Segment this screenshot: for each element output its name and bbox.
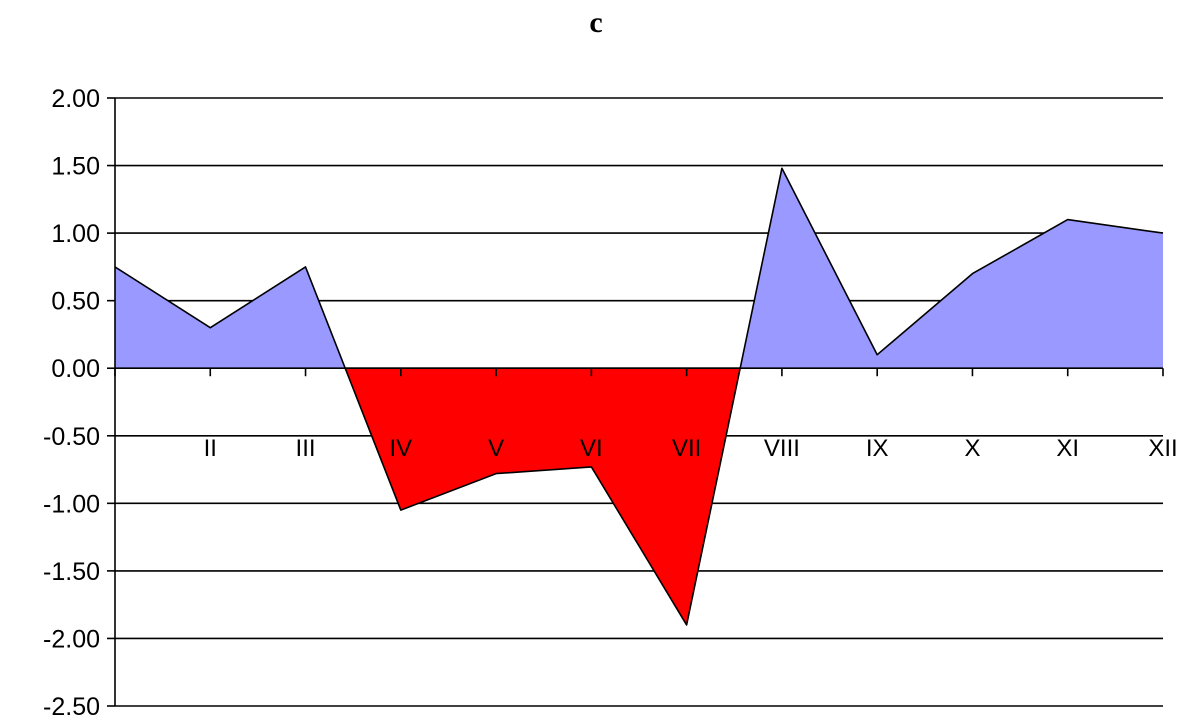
x-tick-label-III: III [296, 435, 316, 462]
y-axis-ticks: 2.00 1.50 1.00 0.50 0.00 -0.50 -1.00 -1.50 -2.00… [43, 85, 115, 721]
series-line [114, 167, 1164, 626]
y-tick-label-4: 0.00 [51, 355, 100, 383]
y-tick-label-9: -2.50 [43, 693, 100, 721]
chart-title: c [589, 6, 603, 39]
x-tick-label-X: X [964, 435, 980, 462]
data-point-X [969, 271, 975, 277]
y-tick-label-3: 0.50 [51, 288, 100, 316]
x-axis-ticks: II III IV V VI VII VIII IX X XI XII [114, 368, 1178, 462]
data-point-IV [398, 507, 404, 513]
data-point-VII [684, 622, 690, 628]
data-point-IX [874, 352, 880, 358]
y-tick-label-0: 2.00 [51, 85, 100, 113]
data-point-II [207, 325, 213, 331]
x-tick-label-V: V [488, 435, 504, 462]
y-tick-label-1: 1.50 [51, 153, 100, 181]
data-point-III [303, 264, 309, 270]
negative-area-1 [345, 368, 741, 625]
data-point-I [112, 264, 118, 270]
positive-area-0 [115, 266, 346, 369]
x-tick-label-VI: VI [580, 435, 603, 462]
y-tick-label-7: -1.50 [43, 558, 100, 586]
y-tick-label-2: 1.00 [51, 220, 100, 248]
x-tick-label-XII: XII [1148, 435, 1177, 462]
positive-area-2 [740, 168, 1163, 369]
x-tick-label-IV: IV [389, 435, 412, 462]
x-tick-label-IX: IX [866, 435, 889, 462]
area-fills [114, 167, 1164, 626]
x-tick-label-VIII: VIII [764, 435, 800, 462]
data-point-V [493, 471, 499, 477]
x-tick-label-XI: XI [1056, 435, 1079, 462]
data-point-XII [1160, 230, 1166, 236]
y-tick-label-6: -1.00 [43, 490, 100, 518]
x-tick-label-VII: VII [672, 435, 701, 462]
y-tick-label-8: -2.00 [43, 625, 100, 653]
data-point-XI [1065, 217, 1071, 223]
y-tick-label-5: -0.50 [43, 423, 100, 451]
axes [114, 98, 1163, 706]
x-tick-label-II: II [204, 435, 217, 462]
data-point-VI [588, 464, 594, 470]
data-point-VIII [779, 165, 785, 171]
